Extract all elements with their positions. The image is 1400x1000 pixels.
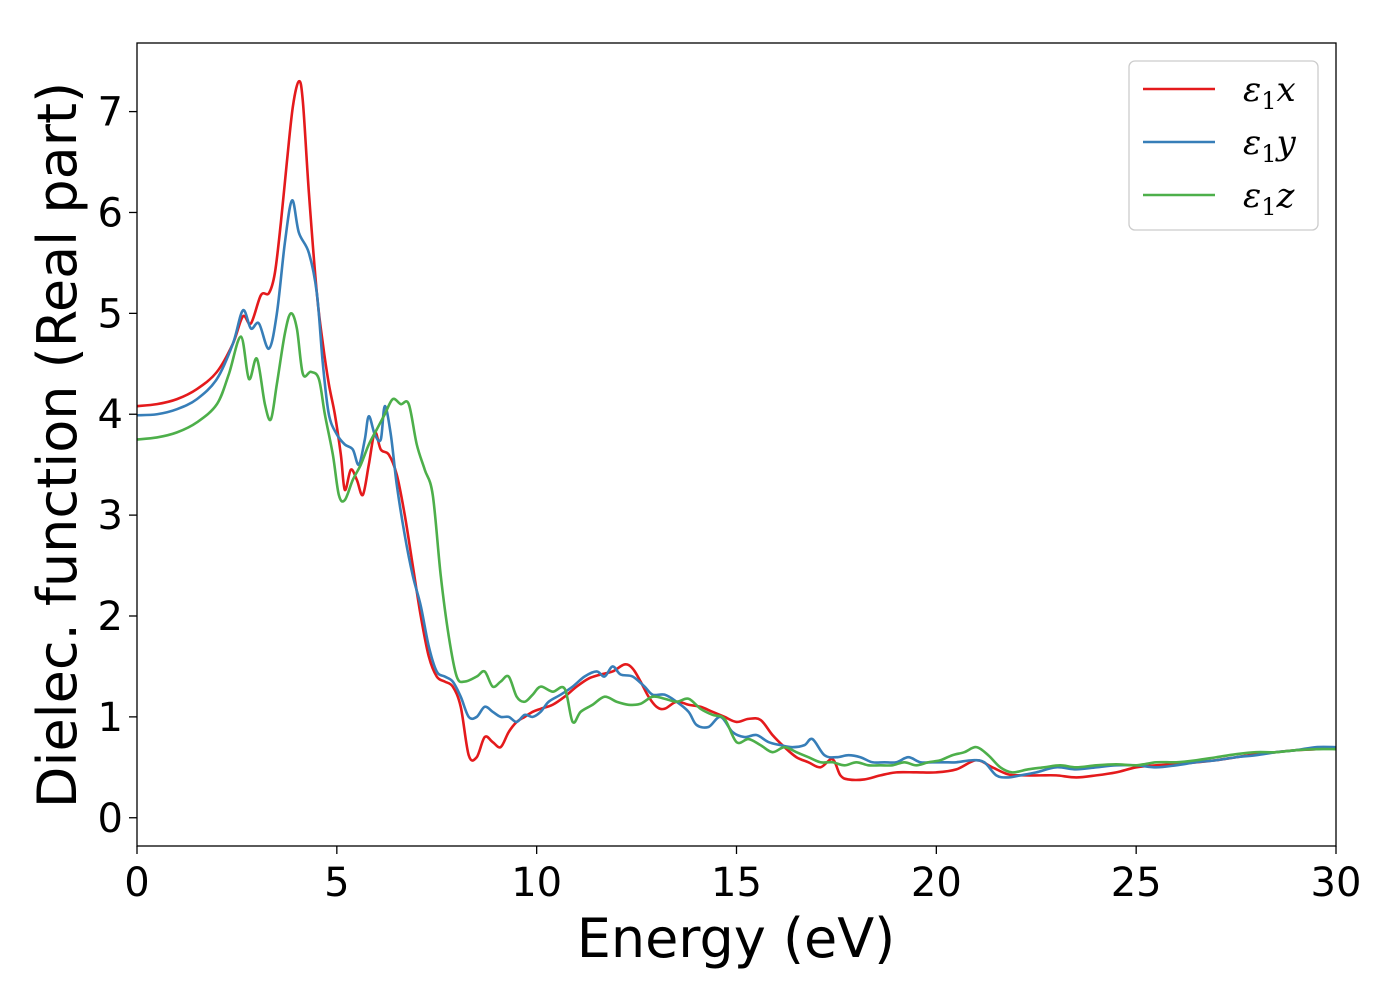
x-tick-label: 20 bbox=[911, 860, 962, 906]
plot-area bbox=[136, 42, 1337, 847]
y-tick-label: 0 bbox=[98, 796, 123, 842]
y-tick-label: 6 bbox=[98, 190, 123, 236]
y-tick-label: 3 bbox=[98, 493, 123, 539]
x-tick-label: 5 bbox=[324, 860, 349, 906]
x-tick-label: 30 bbox=[1311, 860, 1362, 906]
x-axis: 0 5 10 15 20 25 30 bbox=[124, 846, 1361, 906]
y-axis-title: Dielec. function (Real part) bbox=[26, 82, 89, 808]
x-axis-title: Energy (eV) bbox=[577, 907, 896, 970]
y-tick-label: 2 bbox=[98, 594, 123, 640]
y-axis: 0 1 2 3 4 5 6 7 bbox=[98, 90, 137, 842]
series-line-z bbox=[137, 312, 1336, 774]
series-line-x bbox=[137, 79, 1336, 782]
series-line-y bbox=[137, 199, 1336, 779]
series-group bbox=[137, 79, 1336, 782]
legend: ε1x ε1y ε1z bbox=[1128, 60, 1319, 231]
x-tick-label: 25 bbox=[1111, 860, 1162, 906]
legend-label-y: ε1y bbox=[1243, 123, 1297, 168]
legend-box bbox=[1128, 60, 1319, 231]
y-tick-label: 5 bbox=[98, 291, 123, 337]
y-tick-label: 1 bbox=[98, 695, 123, 741]
legend-label-x: ε1x bbox=[1243, 70, 1296, 115]
x-tick-label: 10 bbox=[511, 860, 562, 906]
y-tick-label: 7 bbox=[98, 90, 123, 136]
x-tick-label: 15 bbox=[711, 860, 762, 906]
y-tick-label: 4 bbox=[98, 392, 123, 438]
x-tick-label: 0 bbox=[124, 860, 149, 906]
legend-label-z: ε1z bbox=[1243, 176, 1296, 221]
